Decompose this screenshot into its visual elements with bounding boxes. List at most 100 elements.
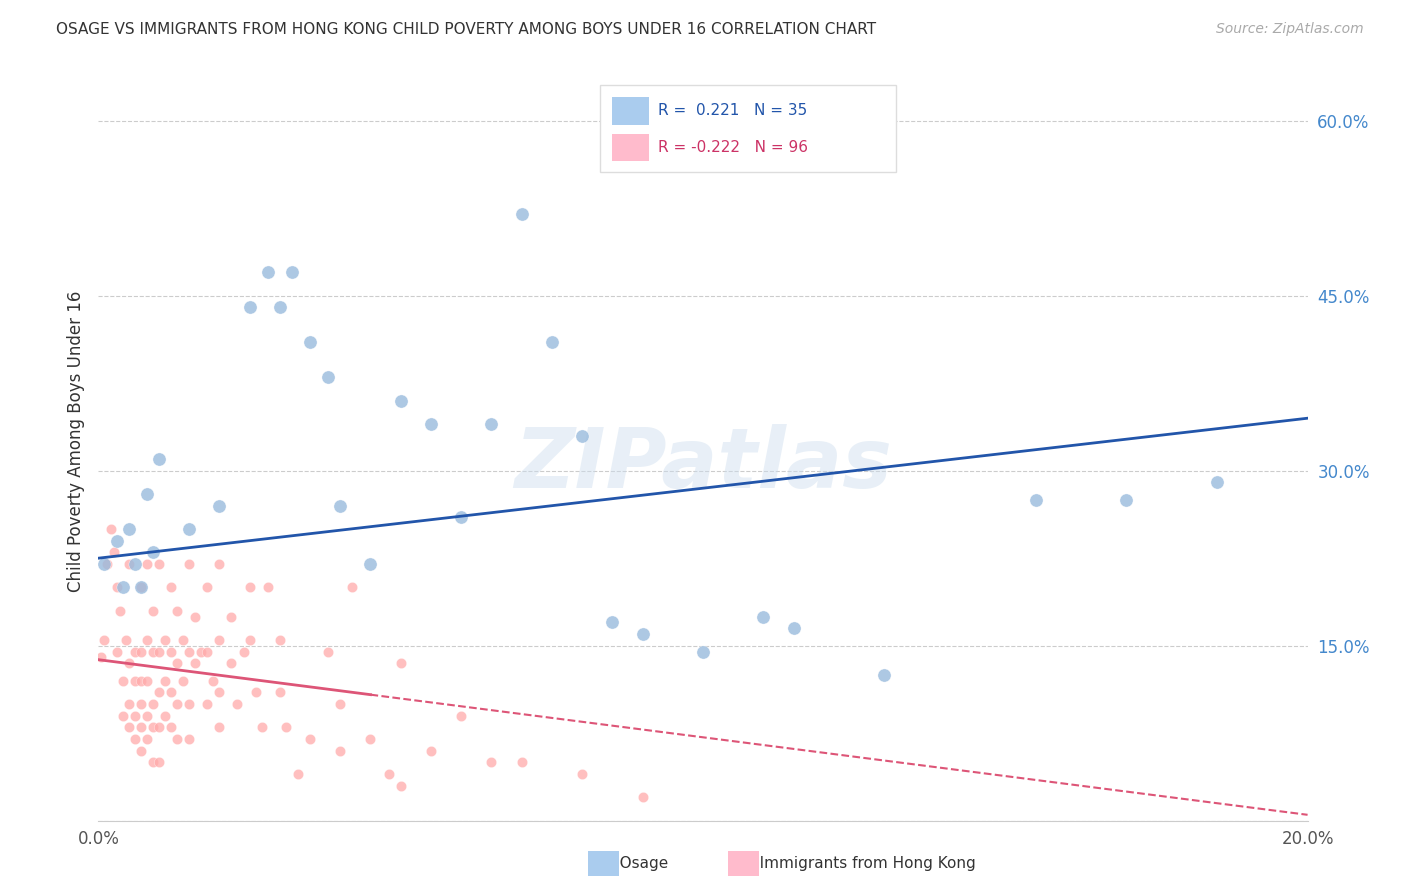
Point [142,697,165,711]
Point [118,720,141,734]
Point [239,301,262,315]
Point [377,767,399,781]
Point [105,533,128,548]
Point [202,673,225,688]
Point [274,720,297,734]
Point [329,697,352,711]
Point [208,685,231,699]
Point [239,632,262,647]
Point [148,685,170,699]
Point [281,265,304,279]
Point [129,697,152,711]
Point [160,580,183,594]
Point [571,767,593,781]
Point [299,335,322,350]
Text: Immigrants from Hong Kong: Immigrants from Hong Kong [745,856,976,871]
Point [166,731,188,746]
Point [93,632,115,647]
Point [103,545,125,559]
Bar [613,134,648,161]
Point [389,656,412,670]
Text: R = -0.222   N = 96: R = -0.222 N = 96 [658,140,808,155]
Point [232,644,254,658]
Point [148,756,170,770]
Point [135,487,157,501]
Point [245,685,267,699]
Point [450,708,472,723]
Point [179,522,201,536]
Point [184,609,207,624]
Point [692,644,714,658]
Point [360,557,382,571]
Point [166,697,188,711]
Point [208,499,231,513]
Point [269,301,291,315]
FancyBboxPatch shape [600,85,897,172]
Point [299,731,322,746]
Point [540,335,562,350]
Text: OSAGE VS IMMIGRANTS FROM HONG KONG CHILD POVERTY AMONG BOYS UNDER 16 CORRELATION: OSAGE VS IMMIGRANTS FROM HONG KONG CHILD… [56,22,876,37]
Point [124,731,146,746]
Point [111,708,134,723]
Point [287,767,309,781]
Point [105,580,128,594]
Bar [613,97,648,125]
Point [179,644,201,658]
Point [129,580,152,594]
Point [124,708,146,723]
Point [90,650,112,665]
Point [114,632,136,647]
Point [1206,475,1229,490]
Point [129,580,152,594]
Point [153,632,176,647]
Point [184,656,207,670]
Point [142,720,165,734]
Point [571,428,593,442]
Point [752,609,775,624]
Point [420,744,443,758]
Point [195,644,218,658]
Point [190,644,212,658]
Point [153,708,176,723]
Point [118,656,141,670]
Point [124,673,146,688]
Point [105,644,128,658]
Point [316,644,339,658]
Point [389,393,412,408]
Point [118,697,141,711]
Text: R =  0.221   N = 35: R = 0.221 N = 35 [658,103,807,119]
Point [129,673,152,688]
Point [481,417,503,431]
Point [135,557,157,571]
Point [631,790,654,805]
Point [510,756,533,770]
Point [250,720,273,734]
Point [148,644,170,658]
Text: Osage: Osage [605,856,668,871]
Point [195,580,218,594]
Point [631,627,654,641]
Point [148,720,170,734]
Point [129,720,152,734]
Point [316,370,339,384]
Point [142,644,165,658]
Point [221,656,243,670]
Point [208,632,231,647]
Point [118,522,141,536]
Point [142,604,165,618]
Point [129,644,152,658]
Point [172,673,194,688]
Point [389,779,412,793]
Point [148,452,170,467]
Point [93,557,115,571]
Point [239,580,262,594]
Point [179,731,201,746]
Point [179,557,201,571]
Point [172,632,194,647]
Point [142,756,165,770]
Point [256,265,278,279]
Point [153,673,176,688]
Point [135,708,157,723]
Point [135,731,157,746]
Point [142,545,165,559]
